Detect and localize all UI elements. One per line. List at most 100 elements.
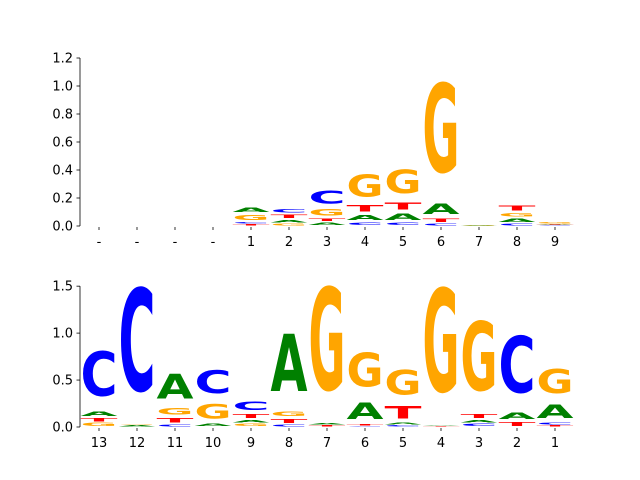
logo-letter-a: A bbox=[347, 214, 385, 222]
x-tick-label: 8 bbox=[513, 235, 521, 250]
x-tick-label: 5 bbox=[399, 436, 407, 451]
logo-letter-g: G bbox=[385, 164, 422, 201]
logo-letter-c: C bbox=[537, 225, 574, 226]
x-tick-label: 7 bbox=[475, 235, 483, 250]
logo-panel-bottom: 0.00.51.01.513 12 11 10 9 8 7 6 5 4 3 2 1GTACAGCCTGA… bbox=[52, 259, 573, 451]
logo-letter-g: G bbox=[499, 212, 536, 218]
logo-letter-a: A bbox=[119, 425, 156, 427]
logo-letter-a: A bbox=[309, 222, 347, 226]
x-tick-label: - bbox=[135, 235, 140, 250]
logo-letter-g: G bbox=[537, 363, 574, 401]
logo-letter-g: G bbox=[423, 261, 460, 425]
logo-letter-t: T bbox=[499, 204, 537, 212]
logo-letter-t: T bbox=[309, 425, 346, 427]
y-tick-label: 0.4 bbox=[52, 164, 73, 179]
logo-letter-g: G bbox=[309, 208, 346, 218]
logo-letter-c: C bbox=[233, 222, 270, 224]
logo-letter-g: G bbox=[347, 169, 384, 204]
logo-letter-g: G bbox=[157, 406, 194, 416]
logo-letter-c: C bbox=[233, 400, 270, 413]
logo-letter-g: G bbox=[423, 59, 460, 201]
logo-letter-t: T bbox=[233, 413, 271, 420]
logo-letter-g: G bbox=[271, 223, 308, 226]
x-tick-label: 10 bbox=[205, 436, 222, 451]
logo-letter-c: C bbox=[499, 321, 536, 411]
logo-letter-g: G bbox=[461, 225, 498, 226]
x-tick-label: 11 bbox=[167, 436, 184, 451]
logo-letter-c: C bbox=[81, 340, 118, 410]
logo-letter-t: T bbox=[461, 413, 499, 420]
x-tick-label: 6 bbox=[437, 235, 445, 250]
logo-letter-a: A bbox=[499, 218, 537, 224]
logo-letter-g: G bbox=[537, 222, 574, 224]
y-tick-label: 1.5 bbox=[52, 280, 73, 295]
logo-letter-c: C bbox=[271, 424, 308, 427]
logo-letter-g: G bbox=[461, 303, 498, 413]
y-tick-label: 0.6 bbox=[52, 136, 73, 151]
x-tick-label: 4 bbox=[361, 235, 369, 250]
logo-letter-t: T bbox=[157, 417, 195, 424]
logo-letter-g: G bbox=[195, 401, 232, 423]
x-tick-label: 3 bbox=[475, 436, 483, 451]
logo-letter-t: T bbox=[423, 426, 460, 427]
logo-letter-c: C bbox=[499, 223, 536, 226]
logo-letter-a: A bbox=[271, 219, 309, 223]
logo-letter-a: A bbox=[309, 423, 346, 425]
x-tick-label: - bbox=[211, 235, 216, 250]
y-tick-label: 0.0 bbox=[52, 421, 73, 436]
logo-letter-t: T bbox=[271, 418, 309, 425]
logo-letter-t: T bbox=[537, 425, 574, 427]
y-tick-label: 1.0 bbox=[52, 80, 73, 95]
logo-letter-g: G bbox=[233, 423, 270, 427]
x-tick-label: 7 bbox=[323, 436, 331, 451]
x-tick-label: 9 bbox=[551, 235, 559, 250]
logo-letter-a: A bbox=[157, 367, 194, 406]
logo-letter-a: A bbox=[461, 225, 498, 226]
logo-letter-t: T bbox=[385, 201, 423, 212]
x-tick-label: 12 bbox=[129, 436, 146, 451]
logo-letter-t: T bbox=[309, 218, 346, 222]
y-tick-label: 0.8 bbox=[52, 108, 73, 123]
logo-letter-c: C bbox=[347, 426, 384, 427]
x-tick-label: 3 bbox=[323, 235, 331, 250]
x-tick-label: 1 bbox=[247, 235, 255, 250]
logo-letter-t: T bbox=[499, 421, 537, 427]
logo-letter-t: T bbox=[347, 424, 384, 426]
logo-letter-a: A bbox=[233, 207, 271, 214]
x-tick-label: 1 bbox=[551, 436, 559, 451]
logo-letter-t: T bbox=[423, 218, 461, 224]
logo-letter-a: A bbox=[537, 225, 574, 226]
logo-letter-c: C bbox=[347, 222, 384, 226]
x-tick-label: - bbox=[97, 235, 102, 250]
logo-letter-a: A bbox=[385, 212, 423, 222]
x-tick-label: 6 bbox=[361, 436, 369, 451]
logo-letter-g: G bbox=[233, 213, 270, 221]
logo-letter-c: C bbox=[271, 208, 308, 213]
y-tick-label: 0.5 bbox=[52, 374, 73, 389]
y-tick-label: 0.2 bbox=[52, 192, 73, 207]
logo-letter-g: G bbox=[81, 422, 118, 427]
logo-letter-a: A bbox=[347, 398, 384, 424]
logo-letter-c: C bbox=[423, 223, 460, 226]
y-tick-label: 1.2 bbox=[52, 52, 73, 67]
logo-letter-g: G bbox=[385, 364, 422, 403]
logo-letter-a: A bbox=[537, 401, 574, 423]
logo-letter-c: C bbox=[461, 423, 498, 427]
logo-letter-a: A bbox=[423, 201, 461, 218]
logo-letter-c: C bbox=[537, 422, 574, 425]
logo-letter-t: T bbox=[385, 403, 423, 422]
y-tick-label: 1.0 bbox=[52, 327, 73, 342]
x-tick-label: 4 bbox=[437, 436, 445, 451]
logo-letter-t: T bbox=[271, 214, 309, 220]
logo-letter-g: G bbox=[347, 343, 384, 398]
logo-letter-c: C bbox=[385, 425, 422, 427]
x-tick-label: 5 bbox=[399, 235, 407, 250]
logo-letter-c: C bbox=[385, 222, 422, 226]
logo-panel-top: 0.00.20.40.60.81.01.2- - - -1 2 3 4 5 6 7 8 9TCGAGA… bbox=[52, 52, 573, 251]
x-tick-label: 9 bbox=[247, 436, 255, 451]
logo-letter-a: A bbox=[385, 422, 423, 425]
logo-letter-c: C bbox=[309, 187, 346, 208]
logo-letter-a: A bbox=[423, 425, 460, 426]
logo-letter-c: C bbox=[157, 424, 194, 427]
